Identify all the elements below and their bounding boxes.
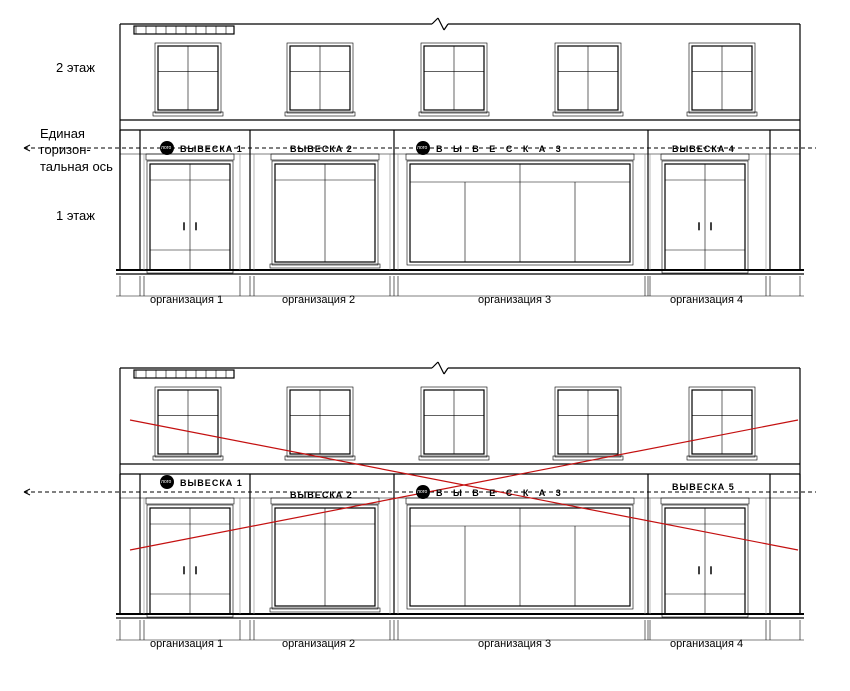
label-floor1: 1 этаж <box>56 208 95 224</box>
org-label-b3: организация 3 <box>478 638 551 650</box>
sign-b2: ВЫВЕСКА 2 <box>290 490 353 500</box>
org-label-2: организация 2 <box>282 294 355 306</box>
logo-icon <box>416 141 430 155</box>
diagram-page: 2 этаж Единая горизон- тальная ось 1 эта… <box>0 0 850 691</box>
elevation-svg <box>0 0 850 691</box>
sign-4: ВЫВЕСКА 4 <box>672 144 735 154</box>
logo-icon <box>416 485 430 499</box>
sign-b5: ВЫВЕСКА 5 <box>672 482 735 492</box>
org-label-1: организация 1 <box>150 294 223 306</box>
logo-icon <box>160 475 174 489</box>
logo-icon <box>160 141 174 155</box>
org-label-4: организация 4 <box>670 294 743 306</box>
org-label-3: организация 3 <box>478 294 551 306</box>
sign-3: В Ы В Е С К А 3 <box>436 144 565 154</box>
sign-2: ВЫВЕСКА 2 <box>290 144 353 154</box>
sign-b1: ВЫВЕСКА 1 <box>180 478 243 488</box>
org-label-b4: организация 4 <box>670 638 743 650</box>
org-label-b1: организация 1 <box>150 638 223 650</box>
label-axis: Единая горизон- тальная ось <box>40 126 120 175</box>
org-label-b2: организация 2 <box>282 638 355 650</box>
sign-b3: В Ы В Е С К А 3 <box>436 488 565 498</box>
sign-1: ВЫВЕСКА 1 <box>180 144 243 154</box>
label-floor2: 2 этаж <box>56 60 95 76</box>
